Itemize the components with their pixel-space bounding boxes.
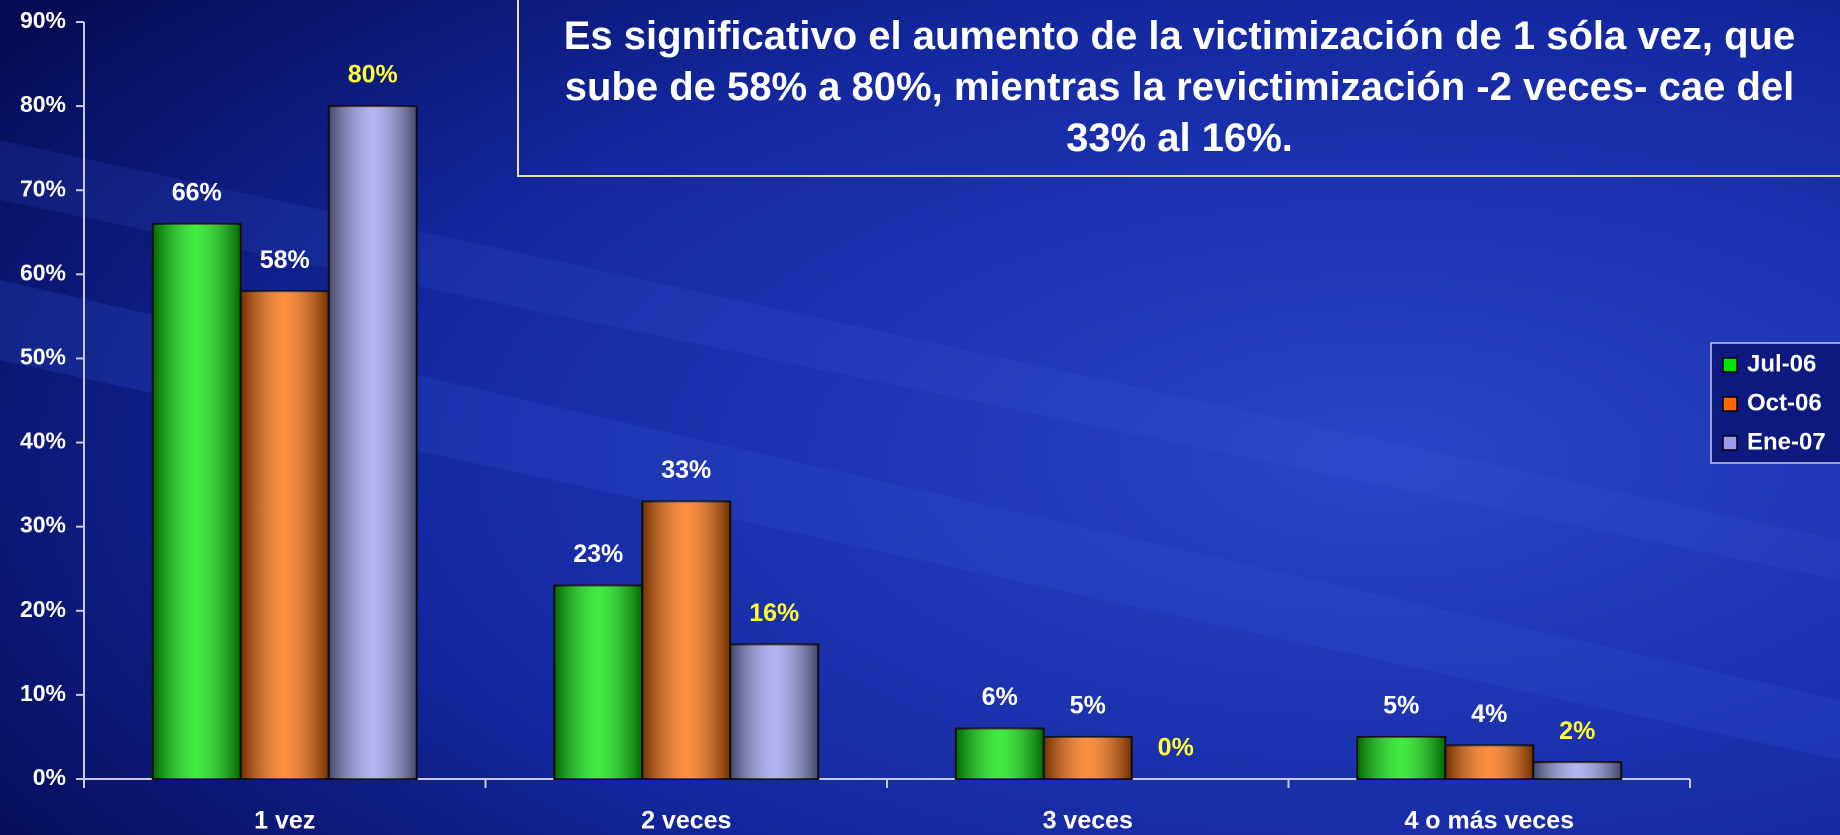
bar-shade — [240, 291, 329, 779]
y-tick-label: 20% — [20, 596, 66, 622]
bar-shade — [1533, 762, 1622, 779]
y-tick-label: 40% — [20, 428, 66, 454]
bar-shade — [1043, 736, 1132, 779]
value-label: 4% — [1471, 700, 1507, 728]
value-label: 2% — [1559, 717, 1595, 745]
bar-shade — [642, 501, 731, 779]
value-label: 23% — [573, 540, 623, 568]
y-tick-label: 0% — [33, 764, 66, 790]
chart-title: Es significativo el aumento de la victim… — [517, 0, 1840, 177]
value-label: 0% — [1158, 734, 1194, 762]
x-tick-label: 2 veces — [641, 807, 731, 835]
legend-swatch — [1722, 357, 1738, 373]
legend-swatch — [1722, 435, 1738, 451]
y-tick-label: 60% — [20, 259, 66, 285]
value-label: 5% — [1383, 692, 1419, 720]
y-tick-label: 50% — [20, 344, 66, 370]
y-tick-label: 90% — [20, 7, 66, 33]
bar-shade — [328, 106, 417, 780]
value-label: 33% — [661, 456, 711, 484]
bar-shade — [730, 644, 819, 779]
value-label: 58% — [260, 246, 310, 274]
y-tick-label: 70% — [20, 175, 66, 201]
value-label: 5% — [1070, 692, 1106, 720]
bar-shade — [554, 585, 643, 779]
x-tick-label: 3 veces — [1043, 807, 1133, 835]
legend-swatch — [1722, 396, 1738, 412]
legend-label: Jul-06 — [1747, 350, 1816, 377]
x-tick-label: 1 vez — [254, 807, 315, 835]
background-swoosh — [0, 140, 1840, 580]
bar-shade — [152, 223, 241, 779]
y-tick-label: 30% — [20, 512, 66, 538]
legend-label: Ene-07 — [1747, 428, 1826, 455]
value-label: 66% — [172, 178, 222, 206]
x-tick-label: 4 o más veces — [1404, 807, 1574, 835]
y-tick-label: 80% — [20, 91, 66, 117]
background-swoosh — [0, 280, 1840, 760]
legend-label: Oct-06 — [1747, 389, 1822, 416]
value-label: 6% — [982, 683, 1018, 711]
bar-shade — [955, 728, 1044, 779]
value-label: 16% — [749, 599, 799, 627]
bar-shade — [1445, 745, 1534, 779]
bar-shade — [1357, 736, 1446, 779]
value-label: 80% — [348, 61, 398, 89]
y-tick-label: 10% — [20, 680, 66, 706]
